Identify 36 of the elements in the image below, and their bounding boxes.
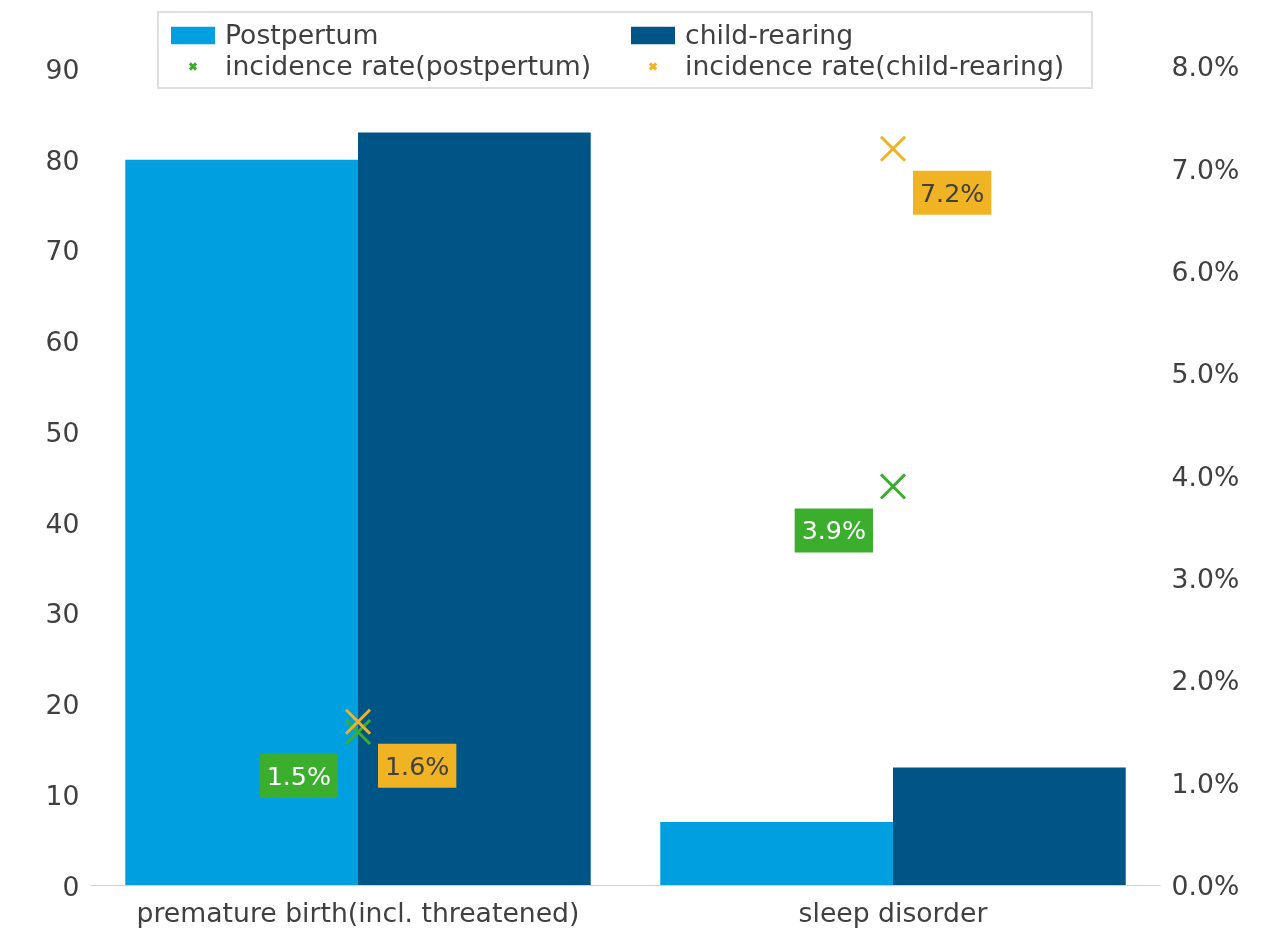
y-tick-label: 80 [45,144,80,176]
legend-label: incidence rate(child-rearing) [685,50,1066,81]
y2-tick-label: 7.0% [1171,153,1240,185]
data-label: 1.6% [385,750,450,781]
y-tick-label: 70 [45,235,80,267]
y-tick-label: 30 [45,598,80,630]
data-label: 7.2% [920,177,985,208]
data-label: 3.9% [801,515,867,546]
point [879,135,907,163]
bar [660,821,893,886]
x-tick-label: sleep disorder [798,896,988,928]
y2-tick-label: 4.0% [1171,460,1240,492]
y-tick-label: 20 [45,689,80,721]
bar [125,159,358,886]
y-tick-label: 10 [45,779,80,811]
x-tick-label: premature birth(incl. threatened) [136,896,580,928]
legend-label: child-rearing [685,19,855,50]
bar [358,132,591,886]
y-tick-label: 0 [62,870,80,902]
y-tick-label: 50 [45,416,80,448]
y2-tick-label: 1.0% [1171,767,1240,799]
legend-label: Postpertum [225,19,380,50]
y2-tick-label: 3.0% [1171,563,1240,595]
y2-tick-label: 6.0% [1171,256,1240,288]
y-tick-label: 90 [45,54,80,86]
y2-tick-label: 5.0% [1171,358,1240,390]
y2-tick-label: 0.0% [1171,870,1240,901]
bar [893,767,1126,886]
y-tick-label: 60 [45,326,80,358]
legend-label: incidence rate(postpertum) [225,50,593,81]
y2-tick-label: 2.0% [1171,665,1240,697]
point [879,472,907,500]
y2-tick-label: 8.0% [1171,51,1240,83]
data-label: 1.5% [266,761,332,792]
y-tick-label: 40 [45,507,80,539]
point [344,708,372,736]
